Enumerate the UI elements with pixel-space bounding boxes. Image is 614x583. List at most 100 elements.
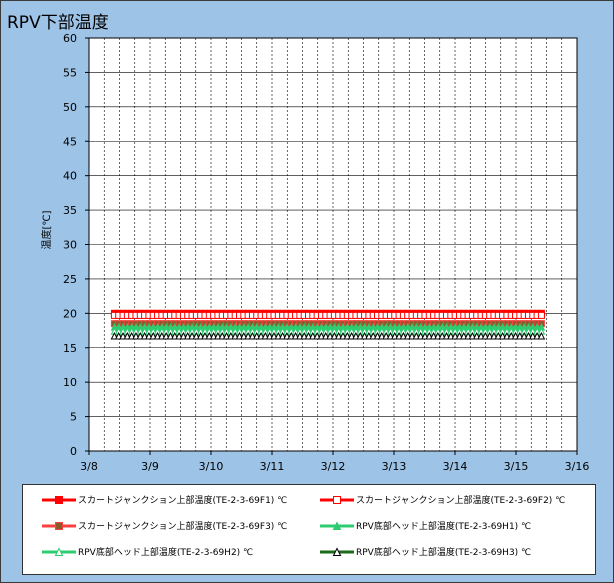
data-point (412, 331, 421, 340)
chart-title: RPV下部温度 (7, 13, 109, 33)
data-point (528, 331, 537, 340)
legend-label: RPV底部ヘッド上部温度(TE-2-3-69H1) ℃ (356, 522, 532, 532)
data-point (429, 331, 438, 340)
data-point (222, 331, 231, 340)
data-point (183, 331, 192, 340)
x-tick-label: 3/16 (565, 460, 590, 473)
y-tick-label: 40 (63, 170, 77, 183)
y-tick-label: 50 (63, 101, 77, 114)
y-tick-label: 25 (63, 273, 77, 286)
x-tick-label: 3/15 (504, 460, 529, 473)
data-point (218, 331, 227, 340)
data-point (248, 331, 257, 340)
data-point (533, 331, 541, 340)
data-point (179, 331, 188, 340)
y-tick-label: 5 (70, 411, 77, 424)
y-tick-label: 55 (63, 66, 77, 79)
data-point (503, 331, 511, 340)
data-point (132, 331, 140, 340)
data-point (438, 331, 447, 340)
data-point (330, 331, 339, 340)
y-tick-label: 20 (63, 307, 77, 320)
legend-swatch (42, 495, 76, 504)
data-point (360, 331, 369, 340)
data-point (244, 331, 252, 340)
data-point (494, 331, 503, 340)
data-point (477, 331, 485, 340)
data-point (296, 331, 304, 340)
data-point (498, 331, 507, 340)
data-point (110, 331, 119, 340)
data-point (524, 331, 533, 340)
data-point (201, 331, 209, 340)
data-point (485, 331, 494, 340)
data-point (326, 331, 334, 340)
data-point (447, 331, 455, 340)
data-point (373, 331, 382, 340)
data-point (481, 331, 490, 340)
y-axis-label: 温度[℃] (40, 210, 53, 249)
data-point (403, 331, 412, 340)
data-point (123, 331, 132, 340)
data-point (127, 331, 136, 340)
data-point (209, 331, 218, 340)
data-point (252, 331, 261, 340)
data-point (313, 331, 321, 340)
y-tick-label: 10 (63, 376, 77, 389)
data-point (365, 331, 373, 340)
data-point (175, 331, 183, 340)
data-point (317, 331, 326, 340)
series-layer (110, 309, 546, 340)
data-point (537, 331, 546, 340)
data-point (227, 331, 235, 340)
data-point (434, 331, 442, 340)
data-point (386, 331, 395, 340)
data-point (55, 521, 63, 530)
legend-swatch (42, 521, 76, 530)
y-tick-label: 0 (70, 445, 77, 458)
data-point (390, 331, 399, 340)
data-point (196, 331, 205, 340)
data-point (332, 546, 342, 556)
data-point (421, 331, 429, 340)
data-point (287, 331, 296, 340)
data-point (140, 331, 149, 340)
data-point (170, 331, 179, 340)
data-point (537, 311, 545, 319)
legend-item: RPV底部ヘッド上部温度(TE-2-3-69H3) ℃ (319, 545, 531, 558)
legend-item: RPV底部ヘッド上部温度(TE-2-3-69H1) ℃ (319, 519, 531, 532)
grid-lines (89, 38, 577, 451)
data-point (333, 495, 341, 504)
data-point (162, 331, 170, 340)
data-point (464, 331, 472, 340)
data-point (192, 331, 201, 340)
x-tick-label: 3/11 (260, 460, 285, 473)
data-point (425, 331, 434, 340)
data-point (188, 331, 196, 340)
data-point (214, 331, 222, 340)
data-point (257, 331, 265, 340)
data-point (416, 331, 425, 340)
data-point (304, 331, 313, 340)
data-point (283, 331, 291, 340)
y-tick-label: 60 (63, 32, 77, 45)
data-point (399, 331, 408, 340)
legend-swatch (320, 546, 354, 556)
legend-label: スカートジャンクション上部温度(TE-2-3-69F1) ℃ (78, 496, 288, 506)
data-point (278, 331, 287, 340)
data-point (455, 331, 464, 340)
data-point (378, 331, 386, 340)
data-point (395, 331, 403, 340)
data-point (291, 331, 300, 340)
data-point (334, 331, 343, 340)
data-point (231, 331, 239, 340)
data-point (158, 331, 166, 340)
data-point (153, 331, 162, 340)
y-tick-label: 15 (63, 342, 77, 355)
x-tick-label: 3/8 (80, 460, 98, 473)
data-point (520, 331, 528, 340)
data-point (55, 495, 63, 504)
data-point (369, 331, 378, 340)
